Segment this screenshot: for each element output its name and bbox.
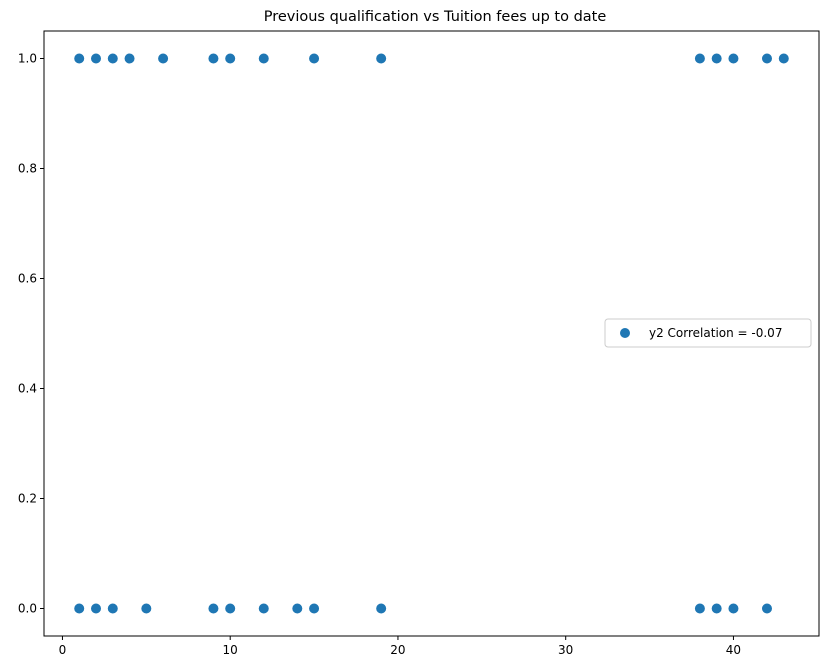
data-point (208, 603, 219, 614)
data-point (107, 53, 118, 64)
data-point (107, 603, 118, 614)
data-point (376, 603, 387, 614)
data-point (728, 53, 739, 64)
data-point (91, 53, 102, 64)
chart-title: Previous qualification vs Tuition fees u… (264, 9, 607, 25)
x-tick-label: 40 (726, 643, 741, 657)
legend-marker (620, 328, 630, 338)
legend-label: y2 Correlation = -0.07 (649, 326, 782, 340)
x-tick-label: 30 (558, 643, 573, 657)
data-point (376, 53, 387, 64)
data-point (141, 603, 152, 614)
data-point (158, 53, 169, 64)
data-point (258, 603, 269, 614)
x-tick-label: 20 (390, 643, 405, 657)
data-point (694, 603, 705, 614)
y-axis: 0.0 0.2 0.4 0.6 0.8 1.0 (18, 52, 44, 616)
data-point (124, 53, 135, 64)
legend: y2 Correlation = -0.07 (604, 318, 812, 348)
data-point (74, 53, 85, 64)
data-point (711, 53, 722, 64)
legend-box (604, 318, 812, 348)
data-point (778, 53, 789, 64)
y-tick-label: 0.8 (18, 162, 37, 176)
data-point (309, 603, 320, 614)
y-tick-label: 0.4 (18, 382, 37, 396)
y-tick-label: 0.0 (18, 602, 37, 616)
data-point (694, 53, 705, 64)
y-tick-label: 0.6 (18, 272, 37, 286)
data-point (761, 603, 772, 614)
data-point (309, 53, 320, 64)
plot-area-frame (43, 30, 820, 637)
data-point (292, 603, 303, 614)
data-point (711, 603, 722, 614)
y-tick-label: 1.0 (18, 52, 37, 66)
data-point (225, 603, 236, 614)
data-point (728, 603, 739, 614)
points-layer (74, 53, 789, 614)
data-point (225, 53, 236, 64)
x-tick-label: 10 (223, 643, 238, 657)
y-tick-label: 0.2 (18, 492, 37, 506)
data-point (91, 603, 102, 614)
data-point (208, 53, 219, 64)
data-point (74, 603, 85, 614)
data-point (258, 53, 269, 64)
data-point (761, 53, 772, 64)
x-axis: 0 10 20 30 40 (59, 636, 741, 657)
x-tick-label: 0 (59, 643, 67, 657)
